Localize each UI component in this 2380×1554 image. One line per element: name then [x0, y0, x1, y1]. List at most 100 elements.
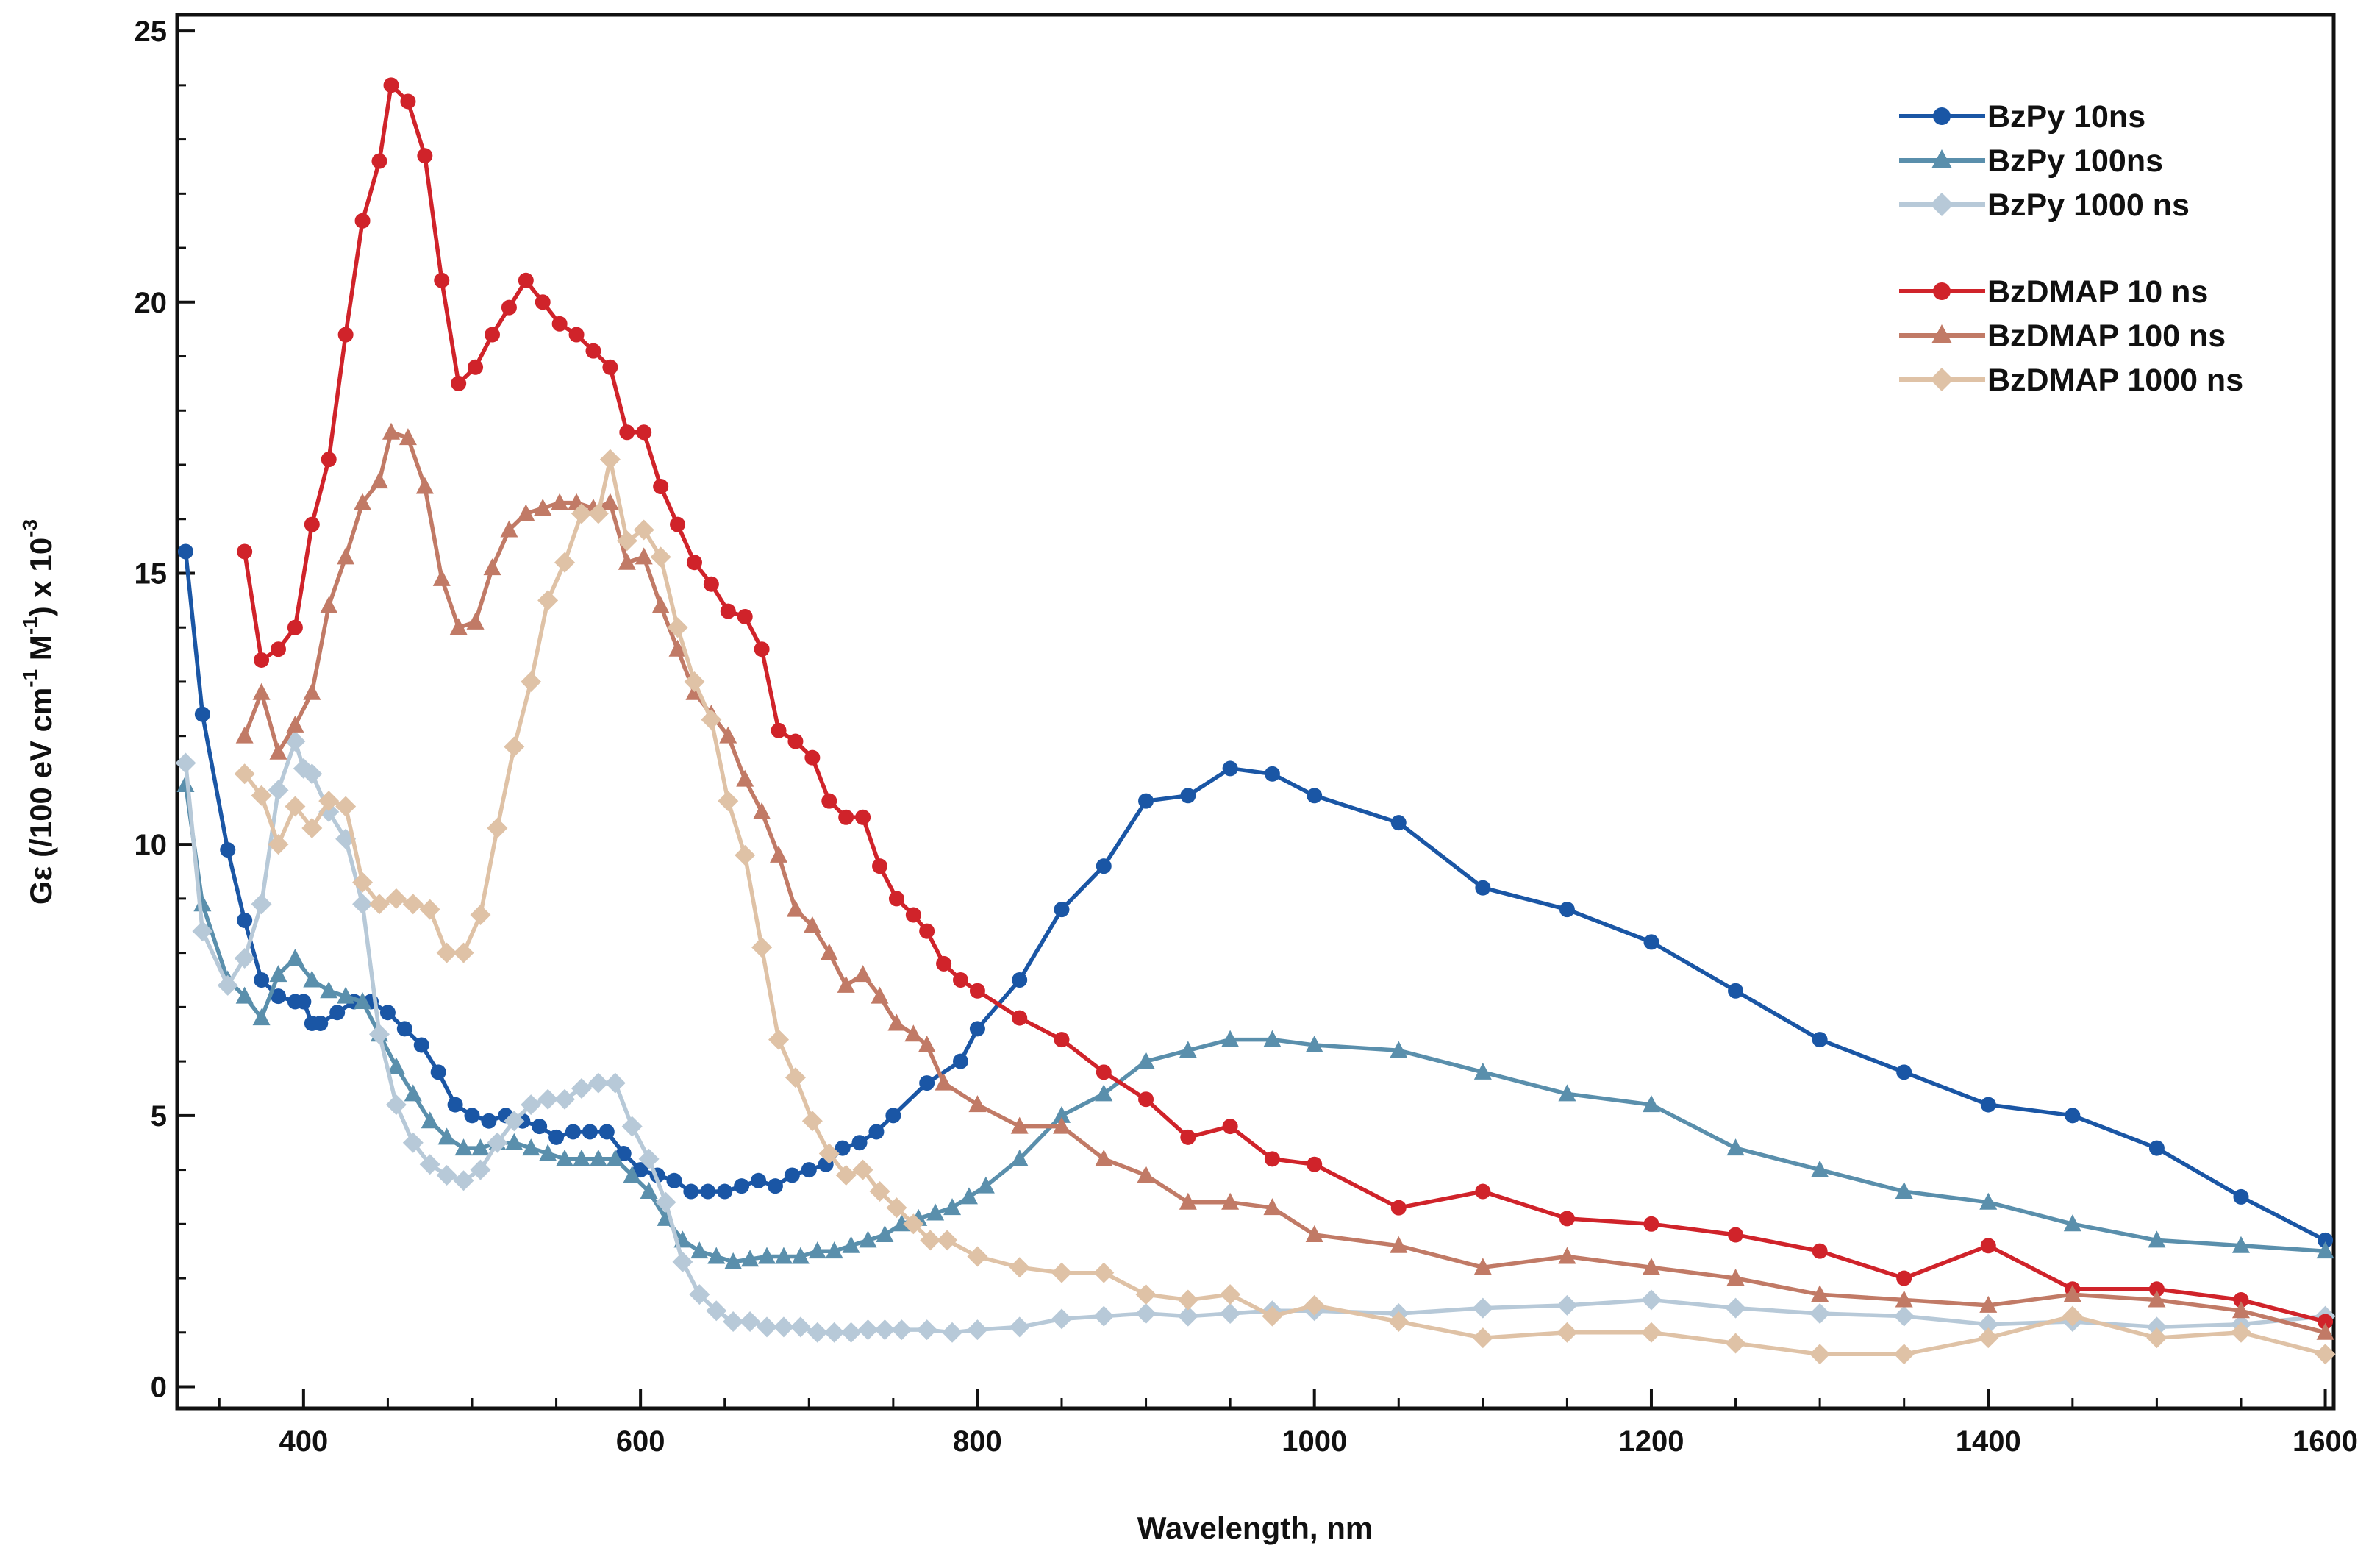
data-point: [757, 1247, 776, 1264]
legend-marker-3: [1933, 282, 1951, 300]
data-point: [855, 809, 871, 825]
data-point: [885, 1108, 901, 1124]
data-point: [521, 1094, 542, 1116]
data-point: [419, 899, 440, 920]
data-point: [304, 516, 320, 532]
legend-label-2: BzPy 1000 ns: [1987, 188, 2190, 223]
data-point: [683, 1183, 699, 1200]
data-point: [756, 1316, 777, 1338]
data-point: [1096, 858, 1112, 874]
data-point: [534, 498, 552, 516]
data-point: [487, 818, 508, 839]
data-point: [1472, 1327, 1493, 1349]
data-point: [736, 769, 754, 787]
data-point: [234, 763, 255, 785]
data-point: [1135, 1302, 1157, 1324]
data-point: [740, 1311, 761, 1333]
data-point: [175, 752, 196, 774]
data-point: [926, 1203, 945, 1221]
legend-label-4: BzDMAP 100 ns: [1987, 318, 2226, 354]
data-point: [787, 733, 804, 749]
data-point: [1051, 1262, 1072, 1283]
data-point: [585, 343, 601, 359]
data-point: [1177, 1289, 1198, 1311]
data-point: [2316, 1241, 2334, 1259]
data-point: [337, 547, 355, 565]
data-point: [419, 1154, 440, 1175]
legend-marker-5: [1930, 368, 1954, 391]
data-point: [551, 316, 568, 332]
data-point: [618, 552, 636, 570]
data-point: [706, 1300, 727, 1322]
data-point: [1559, 1211, 1575, 1227]
series-4: [235, 422, 2334, 1340]
data-point: [888, 891, 904, 907]
data-point: [1979, 1192, 1998, 1210]
data-point: [1052, 1116, 1071, 1134]
data-point: [953, 972, 969, 988]
data-point: [720, 603, 736, 619]
x-tick-label: 400: [279, 1425, 328, 1458]
data-point: [741, 1250, 760, 1267]
data-point: [303, 970, 321, 988]
data-point: [2318, 1314, 2334, 1330]
data-point: [254, 972, 270, 988]
data-point: [786, 899, 804, 917]
data-point: [220, 842, 236, 858]
data-point: [352, 872, 374, 893]
x-tick-label: 1200: [1618, 1425, 1684, 1458]
data-point: [632, 1162, 648, 1178]
data-point: [2233, 1292, 2249, 1308]
data-point: [1305, 1035, 1323, 1052]
data-point: [270, 641, 286, 657]
data-point: [587, 1072, 609, 1094]
data-point: [808, 1241, 826, 1259]
data-point: [638, 1148, 660, 1169]
data-point: [1558, 1247, 1576, 1264]
data-point: [737, 608, 753, 624]
data-point: [2316, 1322, 2334, 1340]
x-tick-label: 600: [616, 1425, 665, 1458]
series-3: [237, 77, 2334, 1330]
data-point: [251, 785, 272, 806]
data-point: [522, 1138, 540, 1156]
data-point: [774, 1247, 793, 1264]
data-point: [785, 1067, 806, 1088]
y-axis-title: Gε (/100 eV cm-1 M-1) x 10-3: [18, 519, 58, 905]
data-point: [1138, 1091, 1154, 1108]
data-point: [237, 543, 253, 560]
data-point: [1390, 1041, 1408, 1058]
data-point: [217, 974, 238, 996]
data-point: [454, 1138, 473, 1156]
data-point: [436, 1164, 457, 1186]
data-point: [672, 1251, 693, 1272]
data-point: [387, 1057, 405, 1074]
data-point: [767, 1178, 783, 1194]
data-point: [1978, 1327, 1999, 1349]
data-point: [876, 1225, 894, 1243]
data-point: [968, 1095, 987, 1113]
data-point: [1390, 1200, 1407, 1216]
data-point: [237, 912, 253, 928]
data-point: [285, 796, 306, 817]
data-point: [668, 639, 687, 657]
data-point: [936, 955, 952, 972]
y-axis-title-sup1: -1: [18, 669, 41, 688]
data-point: [771, 722, 787, 738]
data-point: [820, 943, 838, 960]
data-point: [312, 1015, 329, 1031]
data-point: [234, 947, 255, 969]
data-point: [335, 796, 357, 817]
data-point: [2233, 1188, 2249, 1205]
legend-marker-1: [1931, 149, 1952, 168]
data-point: [1135, 1284, 1157, 1305]
data-point: [417, 148, 433, 164]
data-point: [919, 923, 935, 939]
data-point: [621, 1116, 643, 1137]
data-point: [1012, 972, 1028, 988]
data-point: [967, 1319, 988, 1341]
data-point: [500, 520, 518, 538]
data-point: [969, 1021, 985, 1037]
data-point: [1137, 1165, 1155, 1183]
data-point: [437, 1127, 456, 1145]
